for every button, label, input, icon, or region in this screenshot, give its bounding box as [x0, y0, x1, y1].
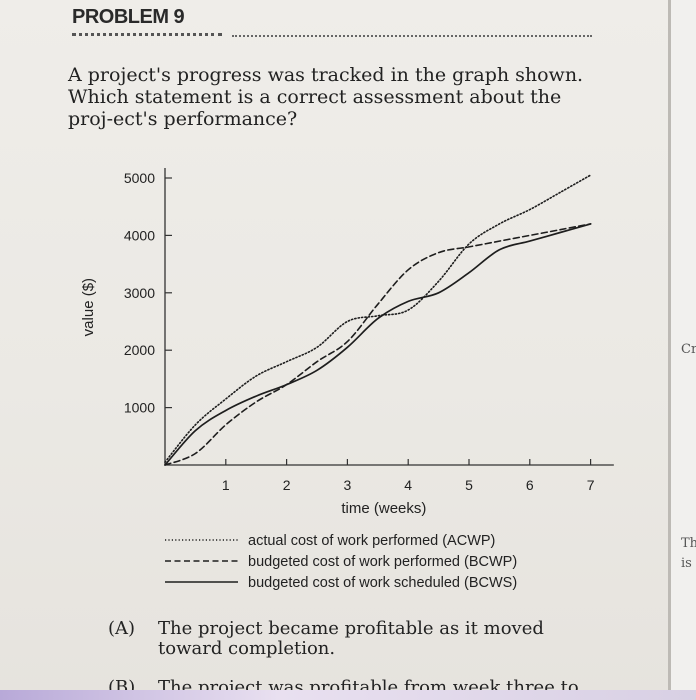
x-tick-label: 3 — [344, 477, 352, 493]
adjacent-page: Cr The is m — [668, 0, 696, 700]
legend-label: budgeted cost of work performed (BCWP) — [248, 554, 517, 570]
answer-option-a[interactable]: (A) The project became profitable as it … — [108, 619, 588, 659]
legend-label: budgeted cost of work scheduled (BCWS) — [248, 575, 517, 591]
x-tick-label: 7 — [587, 477, 595, 493]
x-tick-label: 1 — [222, 477, 230, 493]
x-tick-label: 2 — [283, 477, 291, 493]
project-progress-chart: 1000 2000 3000 4000 5000 1 2 3 4 5 6 7 time (weeks) v… — [80, 168, 614, 591]
label-underline — [72, 33, 222, 36]
header-rule — [232, 35, 592, 37]
x-tick-label: 6 — [526, 477, 534, 493]
adjacent-page-text: is m — [681, 556, 696, 571]
option-letter: (A) — [108, 618, 136, 639]
series-line-bcwp — [164, 223, 592, 466]
chart-ticks: 1000 2000 3000 4000 5000 1 2 3 4 5 6 7 time (weeks) v… — [80, 170, 595, 517]
adjacent-page-text: The — [681, 536, 696, 551]
y-tick-label: 1000 — [124, 400, 155, 416]
x-tick-label: 5 — [465, 477, 473, 493]
chart-series — [164, 174, 592, 466]
x-axis-title: time (weeks) — [341, 500, 426, 517]
option-text: The project became profitable as it move… — [158, 618, 544, 659]
y-tick-label: 5000 — [124, 170, 155, 186]
laptop-edge — [0, 690, 696, 700]
legend-label: actual cost of work performed (ACWP) — [248, 533, 495, 549]
chart-axes — [164, 168, 614, 466]
chart-legend: actual cost of work performed (ACWP) budg… — [165, 533, 517, 591]
y-tick-label: 4000 — [124, 227, 155, 243]
textbook-page: PROBLEM 9 A project's progress was track… — [0, 0, 670, 700]
series-line-bcws — [164, 223, 592, 466]
x-tick-label: 4 — [404, 477, 412, 493]
problem-label: PROBLEM 9 — [72, 6, 185, 28]
problem-prompt: A project's progress was tracked in the … — [68, 64, 584, 130]
y-tick-label: 3000 — [124, 285, 155, 301]
series-line-acwp — [164, 174, 592, 463]
y-tick-label: 2000 — [124, 342, 155, 358]
adjacent-page-text: Cr — [681, 342, 696, 357]
y-axis-title: value ($) — [80, 278, 97, 336]
